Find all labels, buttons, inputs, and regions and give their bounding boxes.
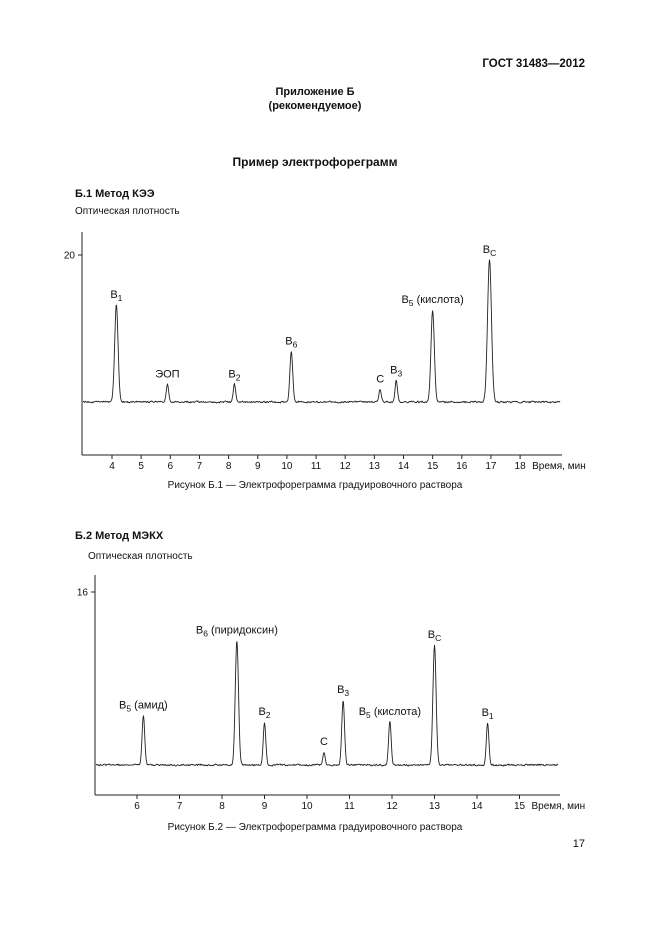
x-tick-label: 12: [340, 461, 352, 472]
x-axis-title: Время, мин: [532, 461, 586, 472]
figure-2-section-label: Б.2 Метод МЭКХ: [75, 530, 164, 542]
figure-1-ylabel: Оптическая плотность: [75, 206, 180, 217]
x-tick-label: 10: [281, 461, 293, 472]
x-tick-label: 6: [134, 801, 140, 812]
peak-label: В2: [258, 706, 270, 720]
figure-2-caption: Рисунок Б.2 — Электрофореграмма градуиро…: [167, 822, 463, 833]
x-tick-label: 17: [485, 461, 497, 472]
peak-label: В3: [390, 365, 402, 379]
x-tick-label: 12: [386, 801, 398, 812]
x-tick-label: 7: [177, 801, 183, 812]
peak-label: С: [320, 736, 328, 748]
peak-label: В3: [337, 684, 349, 698]
appendix-title: Приложение Б: [275, 86, 355, 98]
peak-label: С: [376, 374, 384, 386]
peak-label: В1: [110, 289, 122, 303]
x-tick-label: 13: [429, 801, 441, 812]
peak-label: В6: [285, 335, 297, 349]
appendix-subtitle: (рекомендуемое): [268, 100, 362, 112]
y-tick-label: 20: [64, 251, 76, 262]
x-tick-label: 15: [514, 801, 526, 812]
x-axis-title: Время, мин: [532, 801, 586, 812]
electropherogram-trace: [82, 259, 561, 404]
x-tick-label: 16: [456, 461, 468, 472]
figure-2-plot: 16 6 7 8 9 10 11 12 13 14 15 Время, мин В5 (амид) В6 …: [77, 575, 586, 812]
peak-label: В1: [482, 707, 494, 721]
peak-label: ВС: [428, 629, 441, 643]
x-tick-label: 8: [219, 801, 225, 812]
x-tick-label: 8: [226, 461, 232, 472]
section-title: Пример электрофореграмм: [232, 155, 398, 169]
y-tick-label: 16: [77, 588, 89, 599]
x-tick-label: 10: [301, 801, 313, 812]
x-tick-label: 7: [197, 461, 203, 472]
x-tick-label: 5: [138, 461, 144, 472]
figure-1-plot: 20 4 5 6 7 8 9 10 11 12 13 14 15 16 17 18 Время, мин В1 ЭО…: [64, 232, 586, 472]
peak-label: ЭОП: [155, 368, 179, 380]
peak-label: В6 (пиридоксин): [196, 625, 278, 639]
peak-label: В5 (кислота): [401, 294, 463, 308]
figure-2-ylabel: Оптическая плотность: [88, 551, 193, 562]
x-tick-label: 13: [369, 461, 381, 472]
peak-label: В5 (кислота): [359, 706, 421, 720]
x-tick-label: 9: [262, 801, 268, 812]
figure-1-caption: Рисунок Б.1 — Электрофореграмма градуиро…: [167, 480, 463, 491]
peak-label: ВС: [483, 244, 496, 258]
peak-label: В2: [228, 368, 240, 382]
electropherogram-trace: [95, 641, 559, 767]
page-number: 17: [572, 838, 585, 850]
peak-label: В5 (амид): [119, 699, 168, 713]
document-code: ГОСТ 31483—2012: [482, 58, 585, 70]
x-tick-label: 14: [398, 461, 410, 472]
x-tick-label: 11: [344, 801, 355, 812]
x-tick-label: 9: [255, 461, 261, 472]
x-tick-label: 4: [109, 461, 115, 472]
x-tick-label: 14: [471, 801, 483, 812]
figure-1-section-label: Б.1 Метод КЭЭ: [75, 188, 155, 200]
x-tick-label: 18: [515, 461, 527, 472]
x-tick-label: 11: [311, 461, 322, 472]
x-tick-label: 15: [427, 461, 439, 472]
x-tick-label: 6: [168, 461, 174, 472]
